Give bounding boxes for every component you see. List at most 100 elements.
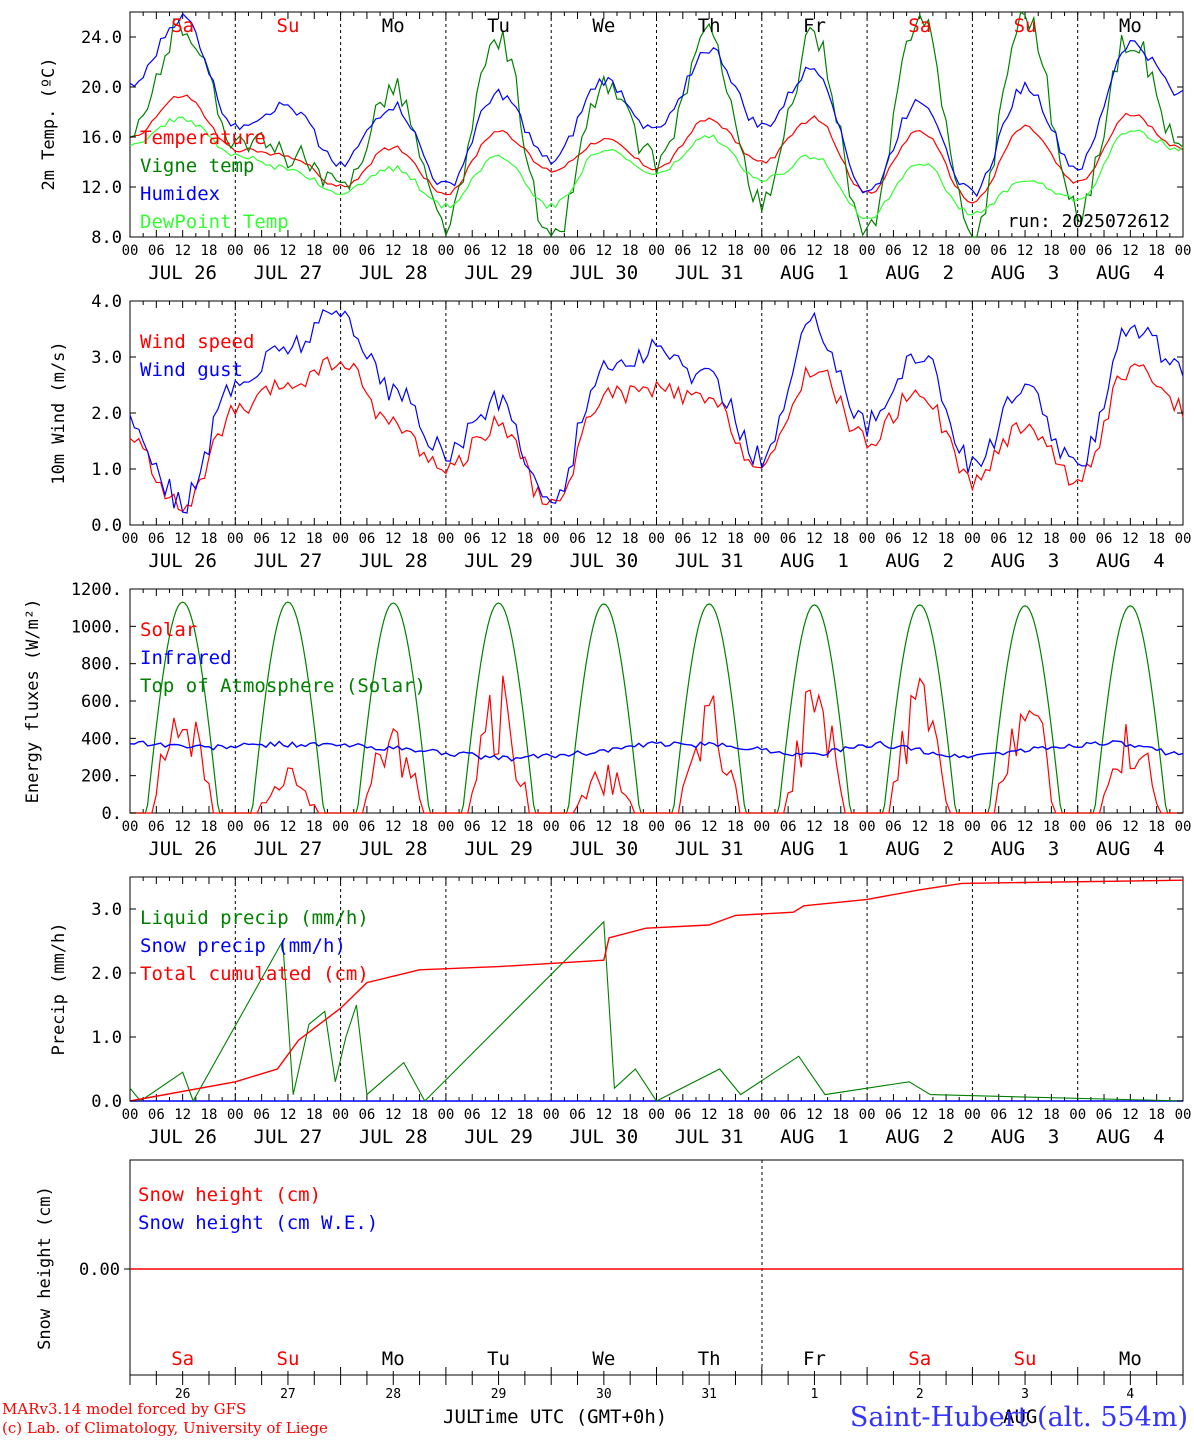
y-tick-label: 800. [81, 655, 122, 675]
hour-label: 00 [543, 531, 560, 547]
day-number: 26 [175, 1387, 191, 1402]
hour-label: 12 [911, 1107, 928, 1123]
hour-label: 12 [385, 531, 402, 547]
station-label: Saint-Hubert (alt. 554m) [849, 1402, 1188, 1433]
hour-label: 06 [990, 531, 1007, 547]
temp-day-separators [234, 12, 1079, 237]
date-label: JUL 31 [675, 262, 744, 284]
temp-y-label: 2m Temp. (ºC) [39, 57, 59, 190]
date-label: JUL 27 [254, 262, 323, 284]
y-tick-label: 600. [81, 692, 122, 712]
hour-label: 06 [1096, 531, 1113, 547]
hour-label: 00 [859, 531, 876, 547]
hour-label: 06 [674, 243, 691, 259]
wind-date-labels: JUL 26 JUL 27 JUL 28 JUL 29 JUL 30 JUL 31 AUG … [148, 550, 1164, 572]
wind-day-separators [234, 301, 1079, 525]
hour-label: 06 [990, 1107, 1007, 1123]
hour-label: 18 [411, 819, 428, 835]
weekday-label: Su [277, 1348, 300, 1370]
hour-label: 00 [227, 531, 244, 547]
hour-label: 06 [885, 819, 902, 835]
hour-label: 06 [780, 1107, 797, 1123]
date-label: AUG 3 [991, 550, 1060, 572]
hour-label: 00 [964, 243, 981, 259]
y-tick-label: 2.0 [91, 964, 122, 984]
hour-label: 12 [701, 531, 718, 547]
hour-label: 18 [1043, 1107, 1060, 1123]
hour-label: 12 [911, 243, 928, 259]
date-label: JUL 29 [464, 262, 533, 284]
hour-label: 18 [832, 531, 849, 547]
day-number: 31 [701, 1387, 717, 1402]
weekday-label: Mo [382, 15, 405, 37]
y-tick-label: 0.0 [91, 516, 122, 536]
date-label: JUL 27 [254, 550, 323, 572]
energy-hour-labels: 00 06 12 18 00 06 12 18 00 06 12 18 00 06 12 18 00 06 12 18… [122, 819, 1192, 835]
weekday-label: Su [1014, 15, 1037, 37]
hour-label: 12 [1017, 1107, 1034, 1123]
y-tick-label: 200. [81, 767, 122, 787]
weekday-label: Sa [171, 15, 194, 37]
hour-label: 00 [437, 1107, 454, 1123]
date-label: JUL 30 [570, 1126, 639, 1148]
time-axis-title: Time UTC (GMT+0h) [473, 1406, 667, 1428]
weekday-label: Mo [382, 1348, 405, 1370]
hour-label: 12 [280, 819, 297, 835]
run-label: run: 2025072612 [1007, 211, 1170, 232]
date-label: AUG 2 [885, 1126, 954, 1148]
hour-label: 12 [701, 819, 718, 835]
hour-label: 12 [701, 1107, 718, 1123]
hour-label: 18 [516, 1107, 533, 1123]
series-line [129, 308, 1184, 514]
hour-label: 00 [1069, 531, 1086, 547]
hour-label: 18 [622, 819, 639, 835]
hour-label: 18 [1043, 531, 1060, 547]
precip-series [129, 879, 1184, 1103]
hour-label: 00 [753, 819, 770, 835]
energy-date-labels: JUL 26 JUL 27 JUL 28 JUL 29 JUL 30 JUL 31 AUG … [148, 838, 1164, 860]
hour-label: 00 [1069, 243, 1086, 259]
hour-label: 18 [1148, 243, 1165, 259]
wind-y-ticks: 0.0 1.0 2.0 3.0 4.0 [91, 292, 1183, 536]
hour-label: 00 [332, 819, 349, 835]
y-tick-label: 0. [102, 804, 122, 824]
hour-label: 12 [806, 819, 823, 835]
weekday-label: Mo [1119, 15, 1142, 37]
legend-temperature: Temperature [140, 127, 266, 149]
hour-label: 06 [464, 243, 481, 259]
y-tick-label: 1.0 [91, 460, 122, 480]
hour-label: 12 [174, 819, 191, 835]
hour-label: 12 [490, 819, 507, 835]
hour-label: 00 [753, 531, 770, 547]
wind-hour-labels: 00 06 12 18 00 06 12 18 00 06 12 18 00 06 12 18 00 06 12 18… [122, 531, 1192, 547]
hour-label: 06 [885, 531, 902, 547]
weekday-label: Th [698, 1348, 721, 1370]
temp-frame [129, 11, 1184, 238]
hour-label: 18 [727, 531, 744, 547]
snow-ticks [129, 1367, 1184, 1385]
hour-label: 12 [280, 1107, 297, 1123]
weekday-label: Tu [487, 1348, 510, 1370]
weekday-label: Sa [908, 15, 931, 37]
hour-label: 18 [1043, 243, 1060, 259]
hour-label: 00 [964, 531, 981, 547]
day-number: 30 [596, 1387, 612, 1402]
snow-weekday-labels: Sa Su Mo Tu We Th Fr Sa Su Mo [171, 1348, 1142, 1370]
weekday-label: Th [698, 15, 721, 37]
hour-label: 12 [806, 1107, 823, 1123]
hour-label: 00 [227, 819, 244, 835]
hour-label: 00 [753, 243, 770, 259]
hour-label: 18 [411, 531, 428, 547]
legend-vigne-temp: Vigne temp [140, 155, 254, 177]
legend-snow-height-we: Snow height (cm W.E.) [138, 1212, 378, 1234]
legend-wind-speed: Wind speed [140, 331, 254, 353]
hour-label: 00 [437, 531, 454, 547]
legend-infrared: Infrared [140, 647, 232, 669]
energy-frame [129, 588, 1184, 814]
y-tick-label: 2.0 [91, 404, 122, 424]
weekday-label: Mo [1119, 1348, 1142, 1370]
hour-label: 06 [253, 243, 270, 259]
wind-y-label: 10m Wind (m/s) [49, 341, 69, 484]
legend-humidex: Humidex [140, 183, 220, 205]
hour-label: 18 [201, 1107, 218, 1123]
